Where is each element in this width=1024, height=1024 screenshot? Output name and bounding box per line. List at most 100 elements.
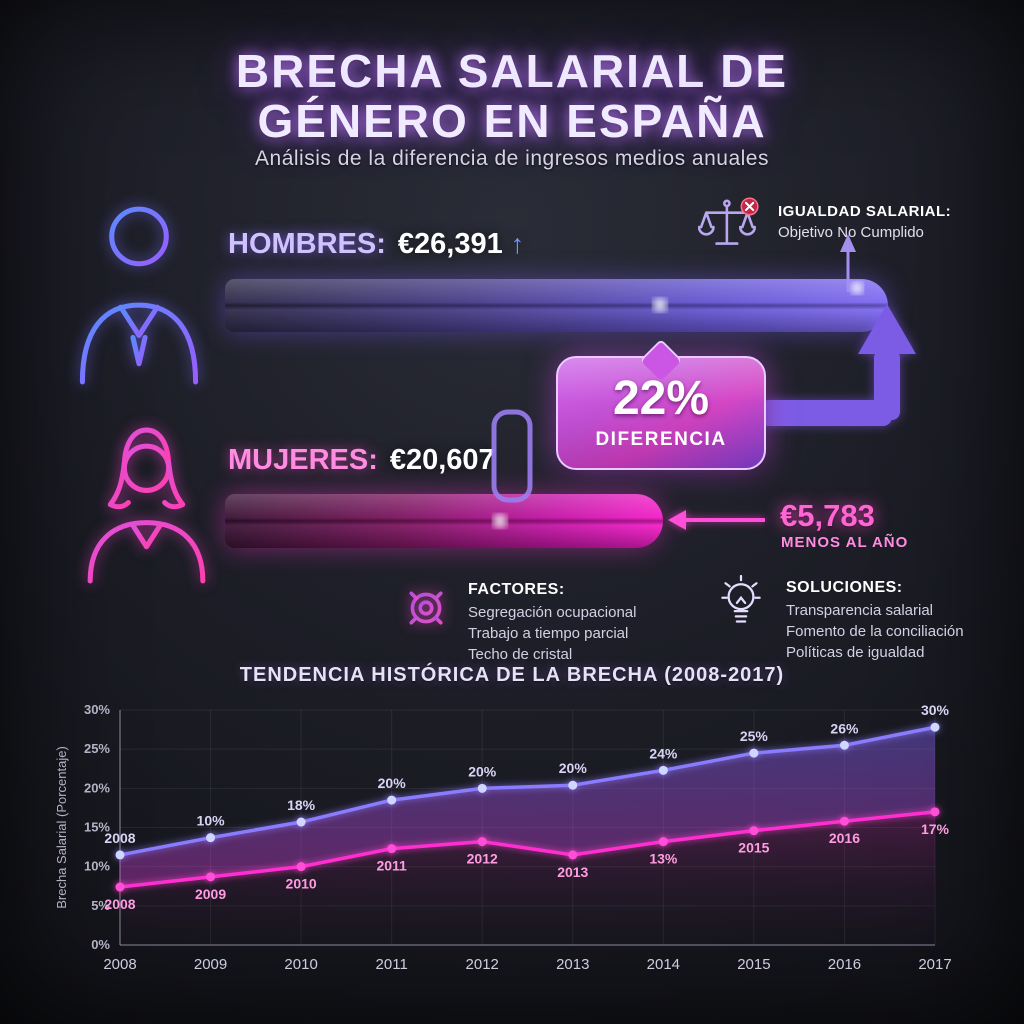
y-tick-label: 10% [84,859,110,874]
page-subtitle: Análisis de la diferencia de ingresos me… [255,147,769,170]
data-point [749,748,759,758]
x-tick-label: 2016 [828,956,861,973]
factores-item: Techo de cristal [468,646,573,663]
hombres-row-label: HOMBRES: €26,391 ↑ [228,228,524,261]
point-label: 2011 [376,858,407,874]
point-label: 2008 [104,896,135,912]
data-point [658,837,668,847]
menos-label: MENOS AL AÑO [781,534,909,551]
x-tick-label: 2015 [737,956,770,973]
gap-badge: 22% DIFERENCIA [556,356,766,470]
point-label: 2012 [467,851,498,867]
fill-between-series [120,727,935,888]
x-tick-label: 2017 [918,956,951,973]
data-point [930,807,940,817]
data-point [658,765,668,775]
fill-under-series [120,811,935,945]
igualdad-subtitle: Objetivo No Cumplido [778,224,924,241]
lightbulb-icon [720,575,762,637]
mujeres-value: €20,607 [389,444,495,476]
x-tick-label: 2011 [376,956,408,973]
igualdad-title: IGUALDAD SALARIAL: [778,203,952,220]
not-met-x-icon [740,197,759,216]
x-tick-label: 2010 [284,956,317,973]
soluciones-item: Fomento de la conciliación [786,623,964,640]
mujeres-salary-bar [225,494,663,548]
point-label: 2010 [286,876,317,892]
data-point [477,837,487,847]
x-tick-label: 2012 [466,956,499,973]
up-arrow-icon: ↑ [510,229,525,259]
data-point [839,816,849,826]
factores-items: Segregación ocupacional Trabajo a tiempo… [468,602,636,665]
page-title-line1: BRECHA SALARIAL DE [235,45,789,97]
factores-title: FACTORES: [468,581,565,598]
menos-arrow-left [668,510,765,530]
woman-icon [74,418,220,584]
data-point [115,882,125,892]
point-label: 2013 [557,864,588,880]
hombres-label: HOMBRES: [228,228,386,260]
scale-icon [698,196,764,252]
point-label: 26% [830,720,859,736]
data-point [387,795,397,805]
series-line-brecha-inferior [119,810,936,889]
data-point [477,783,487,793]
page-title-line2: GÉNERO EN ESPAÑA [257,95,767,147]
point-label: 2015 [738,840,769,856]
y-tick-label: 0% [91,937,110,952]
point-label: 20% [468,763,497,779]
point-label: 20% [559,760,588,776]
soluciones-items: Transparencia salarial Fomento de la con… [786,600,964,663]
data-point [296,862,306,872]
point-label: 2016 [829,830,860,846]
x-tick-label: 2013 [556,956,589,973]
data-point [296,817,306,827]
data-point [568,780,578,790]
data-point [839,740,849,750]
y-axis-title: Brecha Salarial (Porcentaje) [54,746,69,909]
data-point [749,826,759,836]
point-label: 10% [197,813,226,829]
data-point [568,850,578,860]
point-label: 2009 [195,886,226,902]
data-point [387,844,397,854]
data-point [206,872,216,882]
man-icon [68,194,210,386]
point-label: 18% [287,797,316,813]
point-label: 25% [740,728,769,744]
soluciones-item: Políticas de igualdad [786,644,925,661]
gap-connector-pipe [491,409,533,503]
y-tick-label: 25% [84,741,110,756]
hombres-value: €26,391 [397,228,503,260]
point-label: 24% [649,745,678,761]
trend-chart: 0% 5% 10% 15% 20% 25% 30% 2008 2009 2010 2011 2012 2… [54,702,952,973]
x-tick-label: 2009 [194,956,227,973]
gear-icon [402,584,450,632]
x-tick-label: 2008 [103,956,136,973]
point-label: 17% [921,821,950,837]
point-label: 30% [921,702,950,718]
factores-item: Trabajo a tiempo parcial [468,625,629,642]
mujeres-row-label: MUJERES: €20,607 [228,444,495,477]
menos-value: €5,783 [780,498,875,533]
gap-percent: 22% [612,372,710,425]
factores-item: Segregación ocupacional [468,604,637,621]
soluciones-title: SOLUCIONES: [786,579,903,596]
data-point [115,850,125,860]
y-tick-label: 5% [91,898,110,913]
point-label: 13% [649,851,678,867]
x-tick-label: 2014 [647,956,680,973]
point-label: 2008 [104,830,135,846]
series-line-brecha-superior [119,725,936,857]
gap-label: DIFERENCIA [595,429,727,450]
chart-title: TENDENCIA HISTÓRICA DE LA BRECHA (2008-2… [239,664,785,686]
y-tick-label: 15% [84,820,110,835]
y-tick-label: 30% [84,702,110,717]
point-label: 20% [378,775,407,791]
y-tick-label: 20% [84,780,110,795]
data-point [206,833,216,843]
hombres-salary-bar [225,279,888,332]
soluciones-item: Transparencia salarial [786,602,934,619]
mujeres-label: MUJERES: [228,444,378,476]
